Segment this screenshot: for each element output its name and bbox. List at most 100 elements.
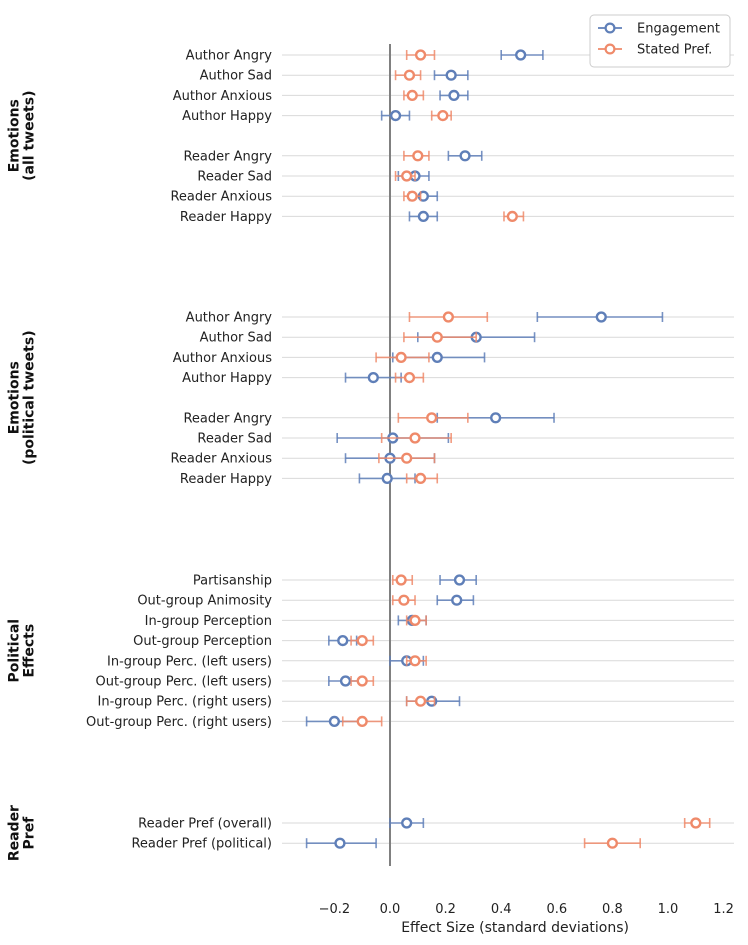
row-label: Out-group Animosity [137,594,272,609]
x-tick-label: 1.2 [713,902,734,917]
x-tick-label: 0.4 [491,902,512,917]
engagement-point [448,89,460,102]
row-label: Reader Sad [197,170,272,185]
engagement-point [381,472,393,485]
row-label: In-group Perception [145,614,272,629]
row-label: Reader Angry [183,411,272,426]
stated-point [437,109,449,122]
row-label: Reader Anxious [170,452,272,467]
stated-point [414,695,427,707]
x-tick-label: 1.0 [658,902,679,917]
row-gridlines [282,54,734,844]
stated-point [401,170,413,182]
group-label-line: (political tweets) [22,330,38,465]
engagement-point [389,109,402,122]
x-tick-label: 0.6 [546,902,567,917]
row-label: Reader Pref (overall) [138,817,272,832]
engagement-point [490,412,502,424]
engagement-point [337,634,349,647]
row-label: Author Happy [182,371,272,386]
group-label-line: Emotions [7,99,23,172]
engagement-point [328,715,341,728]
stated-point [356,715,368,728]
engagement-point [401,817,413,829]
engagement-point [339,675,352,687]
stated-point [431,331,443,343]
legend-box [589,14,731,68]
stated-point [409,432,421,444]
row-label: Author Angry [186,49,273,64]
row-label: Author Sad [200,69,272,84]
stated-point [426,412,438,424]
stated-point [398,594,410,606]
row-label: Author Happy [182,109,272,124]
legend-stated-marker [604,43,616,55]
row-label: Out-group Perc. (left users) [96,675,272,690]
engagement-point [453,574,466,586]
group-label-line: Reader [7,805,23,861]
x-axis: −0.2 0.0 0.2 0.4 0.6 0.8 1.0 1.2 [319,902,734,917]
stated-point [409,655,421,667]
group-label: Emotions(all tweets) [7,91,38,181]
row-label: Author Anxious [173,89,273,104]
group-label-line: Emotions [7,361,23,434]
legend-engagement-marker [604,22,616,34]
group-labels: Emotions(all tweets)Emotions(political t… [7,91,38,862]
stated-point [414,472,427,485]
engagement-point [515,49,527,61]
row-label: Reader Happy [180,472,272,487]
engagement-point [334,837,346,849]
chart-marks [305,49,711,849]
row-label: Author Angry [186,311,273,326]
row-label: Author Sad [200,331,272,346]
group-label-line: Effects [22,624,38,678]
stated-point [412,150,424,162]
group-label-line: (all tweets) [22,91,38,181]
group-label-line: Political [7,619,23,683]
engagement-point [595,311,607,323]
stated-point [406,89,418,102]
x-axis-title: Effect Size (standard deviations) [401,920,629,936]
engagement-point [417,210,429,223]
x-tick-label: 0.0 [380,902,401,917]
stated-point [409,614,421,627]
row-label: Reader Angry [183,149,272,164]
group-label: ReaderPref [7,805,38,861]
stated-point [442,311,454,323]
engagement-point [451,594,463,606]
x-tick-label: 0.2 [435,902,456,917]
stated-point [414,49,427,61]
legend-engagement-label: Engagement [637,22,720,37]
x-tick-label: −0.2 [319,902,351,917]
row-label: Author Anxious [173,351,273,366]
row-label: In-group Perc. (left users) [107,654,272,669]
stated-point [395,574,407,586]
legend-stated-label: Stated Pref. [637,43,712,58]
engagement-point [459,150,471,162]
row-label: Reader Pref (political) [131,837,272,852]
row-label: Out-group Perception [133,634,272,649]
row-label: Out-group Perc. (right users) [86,715,272,730]
row-label: Partisanship [193,574,272,589]
stated-point [406,190,418,202]
stated-point [403,69,416,81]
row-label: In-group Perc. (right users) [98,695,272,710]
stated-point [356,675,368,687]
engagement-point [431,351,443,364]
stated-point [506,210,518,223]
stated-point [690,817,702,829]
row-label: Reader Sad [197,432,272,447]
x-tick-label: 0.8 [602,902,623,917]
engagement-point [367,372,379,384]
group-label: PoliticalEffects [7,619,38,683]
group-label-line: Pref [22,816,38,850]
stated-point [395,351,407,364]
engagement-point [445,69,457,81]
row-labels: Author Angry Author Sad Author Anxious Auth… [86,49,272,852]
stated-point [606,837,619,849]
stated-point [356,634,368,647]
stated-point [401,452,413,464]
stated-point [403,372,416,384]
row-label: Reader Anxious [170,190,272,205]
